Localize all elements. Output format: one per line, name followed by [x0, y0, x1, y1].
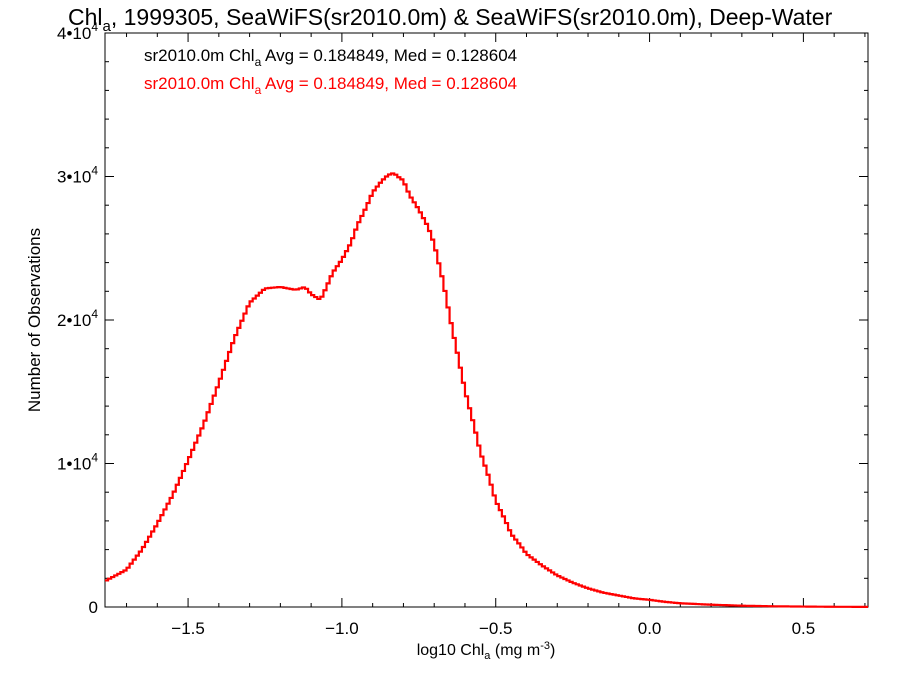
data-point [479, 451, 481, 453]
data-point [279, 286, 281, 288]
data-point [495, 500, 497, 502]
data-point [587, 587, 589, 589]
data-point [572, 582, 574, 584]
y-tick-label: 1•104 [57, 451, 98, 474]
legend-entry: sr2010.0m Chla Avg = 0.184849, Med = 0.1… [144, 74, 517, 97]
x-axis-label: log10 Chla (mg m-3) [417, 640, 556, 662]
chart-title: Chla, 1999305, SeaWiFS(sr2010.0m) & SeaW… [68, 4, 833, 35]
data-point [409, 194, 411, 196]
data-point [541, 564, 543, 566]
data-point [603, 592, 605, 594]
data-point [396, 176, 398, 178]
data-point [310, 293, 312, 295]
x-tick-label: 0.5 [792, 619, 816, 638]
y-tick-labels: 0 1•104 2•104 3•104 4•104 [57, 20, 98, 617]
x-tick-label: 0.0 [638, 619, 662, 638]
data-point [332, 272, 334, 274]
data-point [504, 519, 506, 521]
data-point [556, 575, 558, 577]
data-point [427, 226, 429, 228]
data-point [319, 299, 321, 301]
data-point [203, 424, 205, 426]
data-point [141, 549, 143, 551]
data-point [867, 606, 869, 608]
data-point [618, 595, 620, 597]
data-point [418, 209, 420, 211]
data-point [233, 338, 235, 340]
axis-ticks [105, 32, 868, 608]
x-tick-label: −0.5 [479, 619, 513, 638]
data-point [326, 286, 328, 288]
data-point [403, 180, 405, 182]
y-tick-label: 2•104 [57, 307, 98, 330]
data-point [156, 523, 158, 525]
data-point [772, 605, 774, 607]
data-point [399, 177, 401, 179]
data-point [341, 259, 343, 261]
y-tick-label: 3•104 [57, 164, 98, 187]
data-point [443, 282, 445, 284]
x-tick-labels: −1.5 −1.0 −0.5 0.0 0.5 [171, 619, 815, 638]
data-point [526, 553, 528, 555]
data-point [664, 601, 666, 603]
data-point [295, 289, 297, 291]
data-point [104, 580, 106, 582]
data-point [433, 243, 435, 245]
data-point [264, 288, 266, 290]
data-point [458, 359, 460, 361]
data-point [802, 606, 804, 608]
data-point [350, 242, 352, 244]
data-point [510, 533, 512, 535]
data-point [381, 180, 383, 182]
data-point [218, 382, 220, 384]
data-point [393, 172, 395, 174]
histogram-series-line [105, 172, 868, 608]
data-point [126, 569, 128, 571]
data-point [366, 206, 368, 208]
data-point [304, 286, 306, 288]
data-point [649, 599, 651, 601]
legend-entry: sr2010.0m Chla Avg = 0.184849, Med = 0.1… [144, 46, 517, 69]
data-point [172, 494, 174, 496]
chart-title-subscript: a [103, 18, 112, 35]
data-point [249, 302, 251, 304]
data-point [633, 597, 635, 599]
data-point [449, 315, 451, 317]
x-tick-label: −1.5 [171, 619, 205, 638]
data-point [464, 389, 466, 391]
x-tick-label: −1.0 [325, 619, 359, 638]
data-point [372, 191, 374, 193]
y-tick-label: 0 [89, 598, 98, 617]
data-point [679, 602, 681, 604]
data-point [489, 478, 491, 480]
data-point [187, 460, 189, 462]
data-point [741, 605, 743, 607]
data-point [356, 224, 358, 226]
data-point [710, 604, 712, 606]
legend: sr2010.0m Chla Avg = 0.184849, Med = 0.1… [144, 46, 517, 97]
data-point [387, 174, 389, 176]
data-point [473, 425, 475, 427]
y-axis-label: Number of Observations [25, 228, 44, 412]
data-point [833, 606, 835, 608]
plot-frame [104, 32, 869, 608]
y-tick-label: 4•104 [57, 20, 98, 43]
data-point [519, 544, 521, 546]
series-layer [104, 172, 869, 608]
